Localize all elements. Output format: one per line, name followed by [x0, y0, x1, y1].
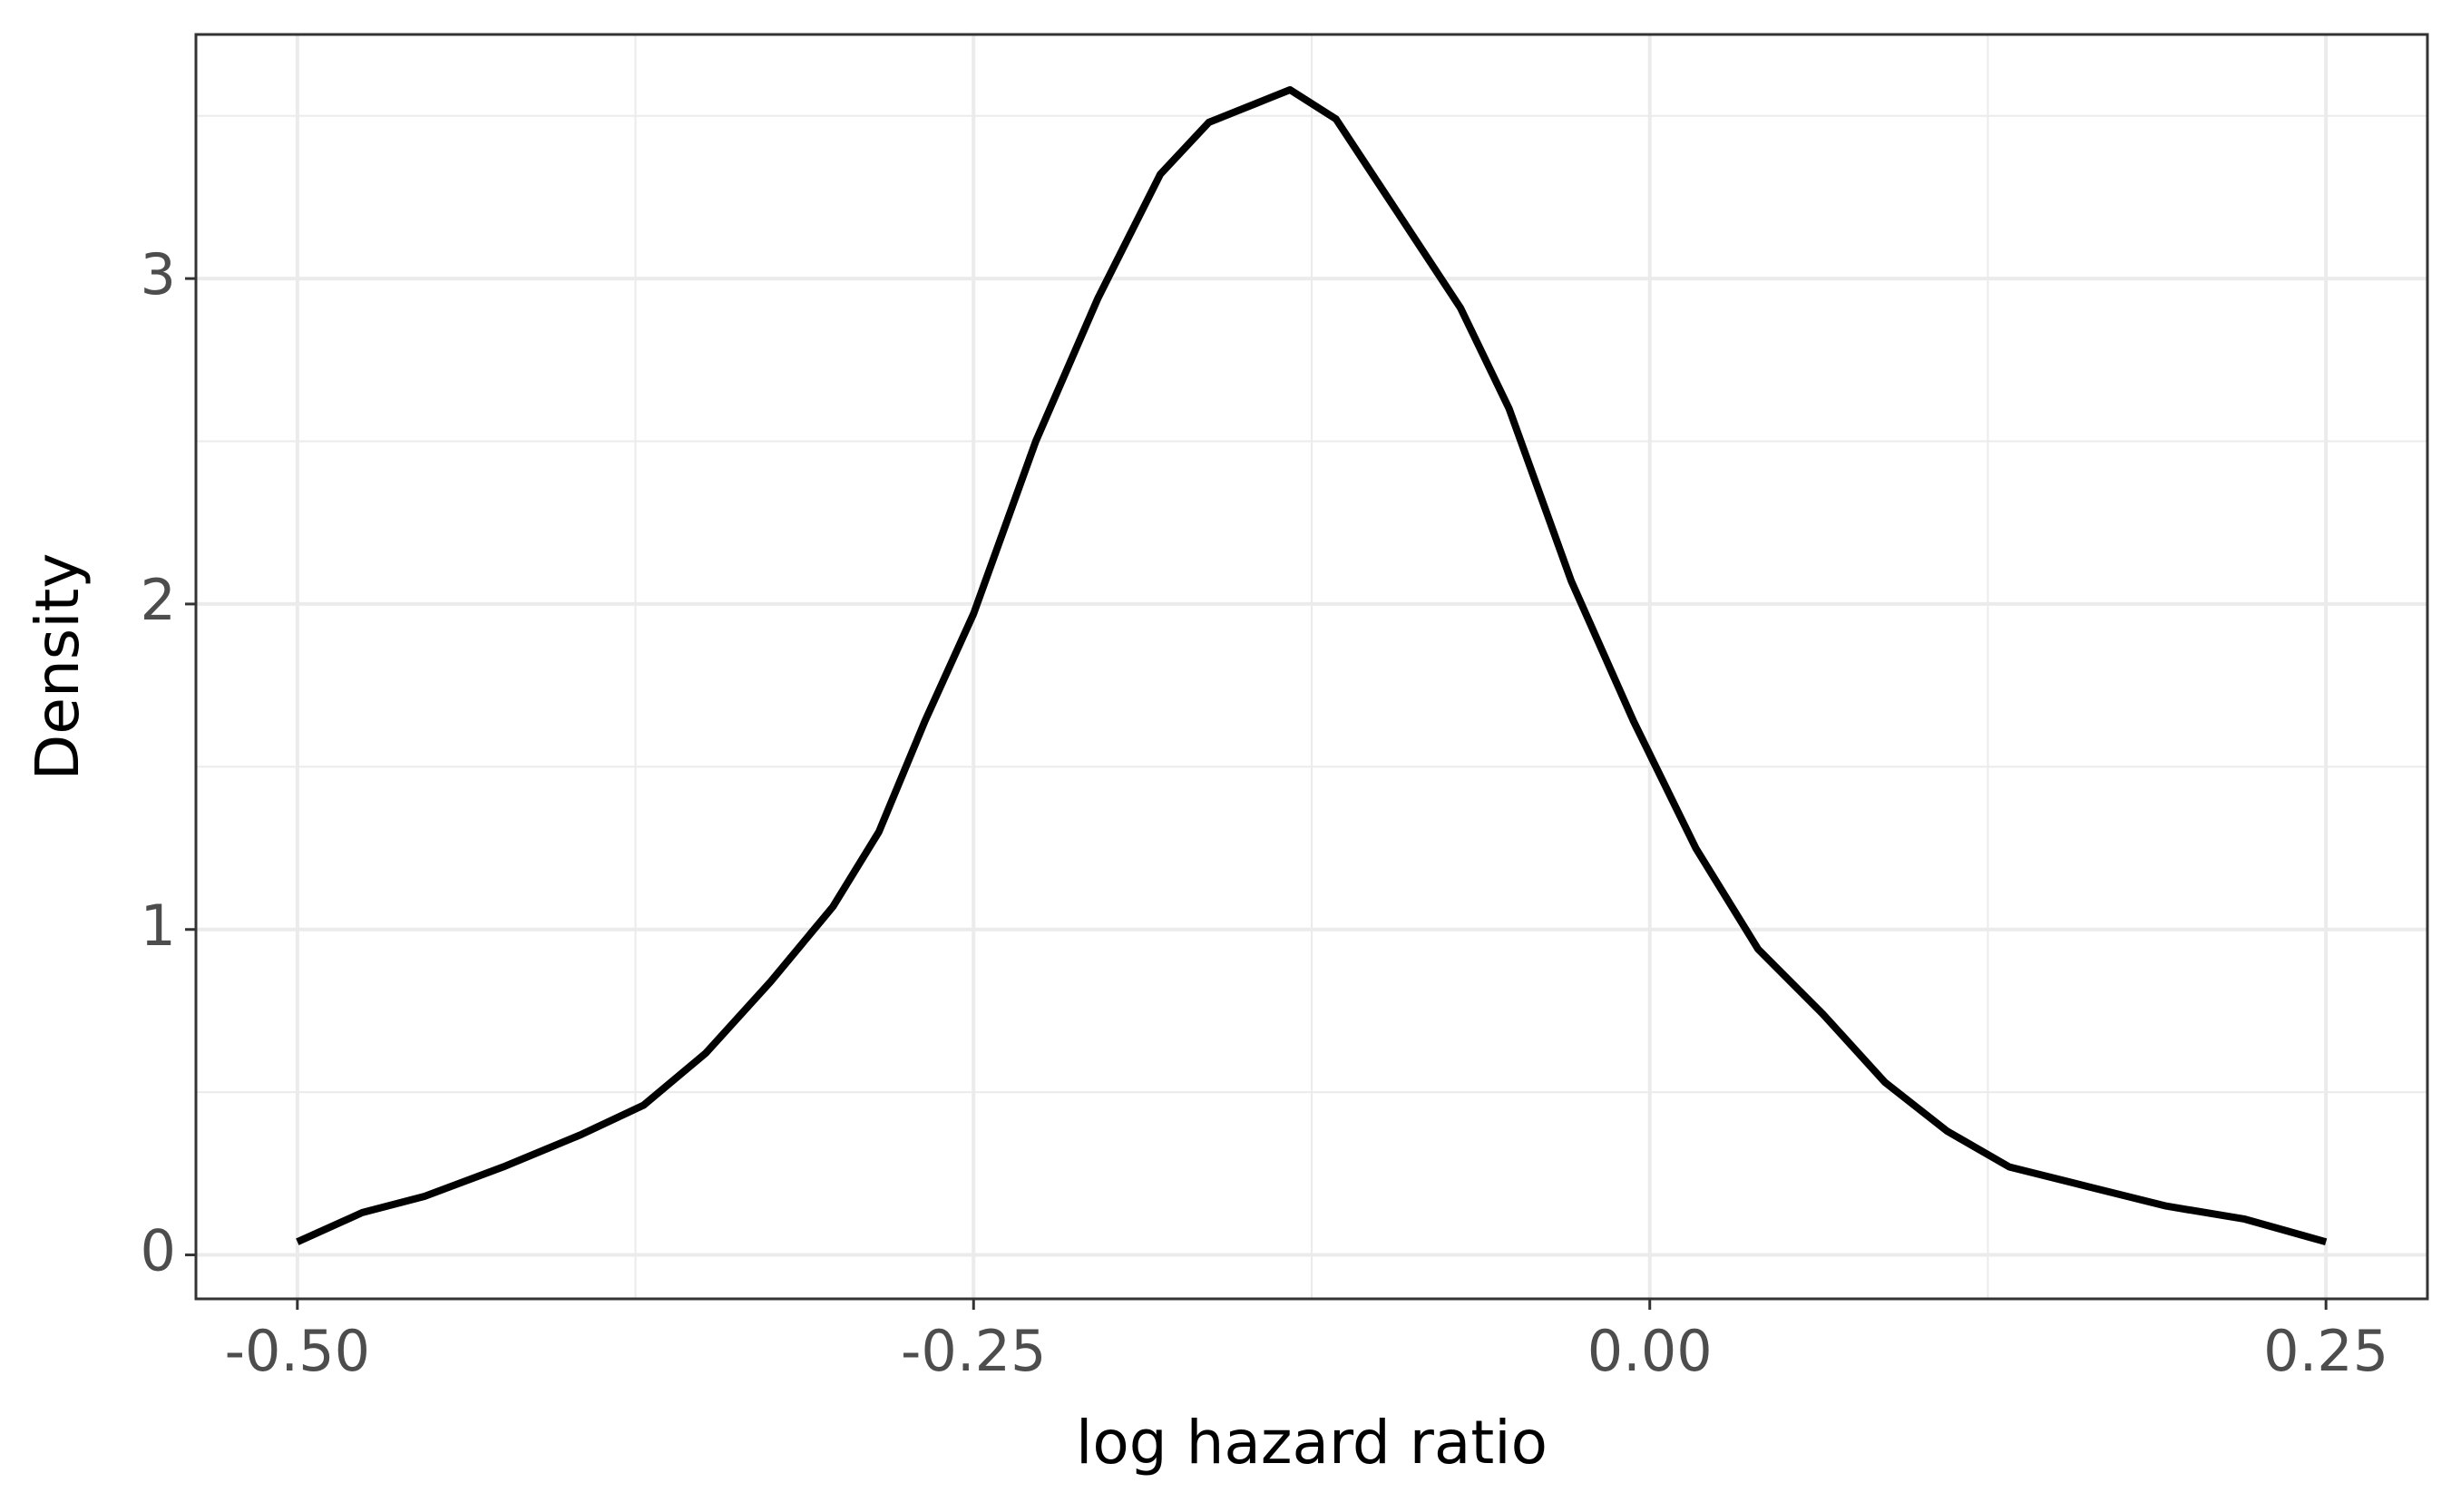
- x-tick-label: -0.50: [225, 1318, 370, 1384]
- y-tick-label: 1: [141, 893, 176, 959]
- y-tick-label: 0: [141, 1218, 176, 1284]
- y-axis-title: Density: [23, 553, 93, 781]
- x-tick-label: 0.25: [2263, 1318, 2388, 1384]
- x-axis-title: log hazard ratio: [1076, 1408, 1548, 1478]
- x-tick-label: 0.00: [1587, 1318, 1713, 1384]
- y-tick-label: 2: [141, 567, 176, 633]
- grid: [196, 34, 2427, 1299]
- density-line: [296, 85, 2328, 1246]
- panel-border: [194, 33, 2429, 1301]
- x-tick-label: -0.25: [901, 1318, 1046, 1384]
- y-tick-label: 3: [141, 241, 176, 307]
